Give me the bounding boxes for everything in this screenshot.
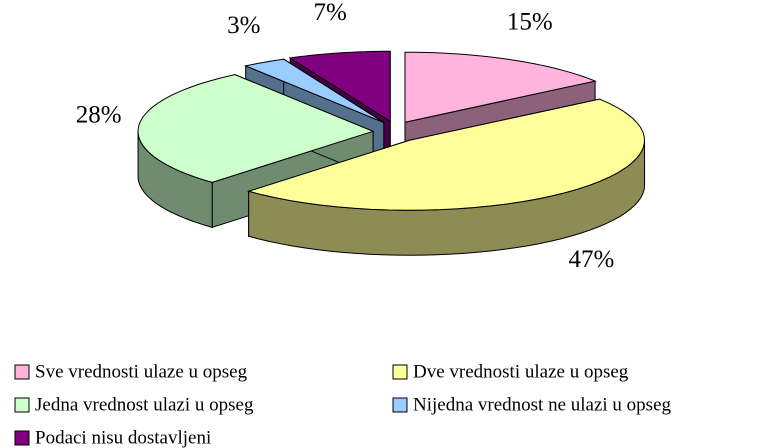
data-label: 7% — [314, 0, 347, 26]
legend-label: Jedna vrednost ulazi u opseg — [35, 394, 254, 415]
data-label: 47% — [568, 246, 614, 273]
legend-swatch — [14, 364, 30, 380]
legend-swatch — [392, 364, 408, 380]
legend-swatch — [392, 397, 408, 413]
slice-top — [137, 74, 375, 183]
legend-label: Podaci nisu dostavljeni — [35, 427, 211, 448]
legend-label: Nijedna vrednost ne ulazi u opseg — [413, 394, 672, 415]
slice — [246, 98, 646, 256]
data-label: 28% — [76, 102, 122, 129]
legend-label: Dve vrednosti ulaze u opseg — [413, 361, 629, 382]
slice-top — [288, 50, 391, 123]
slice-top — [243, 58, 385, 123]
legend-swatch — [14, 430, 30, 446]
legend-label: Sve vrednosti ulaze u opseg — [35, 361, 248, 382]
legend-swatch — [14, 397, 30, 413]
slice-top — [404, 51, 597, 123]
data-label: 3% — [227, 12, 260, 39]
slice-top — [246, 98, 645, 211]
data-label: 15% — [507, 8, 553, 35]
